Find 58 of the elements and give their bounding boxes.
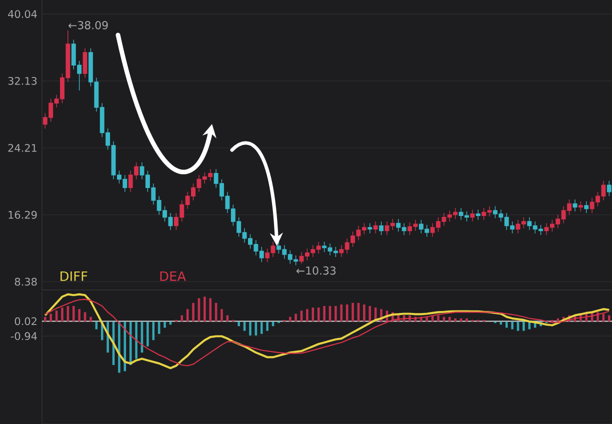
text: DEA — [160, 271, 186, 281]
bar — [72, 306, 75, 322]
candlestick — [379, 221, 384, 236]
bar — [505, 322, 508, 328]
bar — [220, 309, 223, 322]
bar — [180, 315, 184, 322]
y-tick-label: 16.29 — [8, 210, 37, 219]
bar — [95, 322, 98, 330]
bar — [602, 314, 605, 322]
bar — [260, 322, 263, 334]
bar — [146, 322, 149, 346]
bar — [238, 322, 240, 326]
candlestick — [584, 200, 589, 214]
candlestick — [470, 209, 475, 222]
candlestick — [373, 221, 378, 234]
candlestick — [578, 200, 583, 212]
candlestick — [368, 222, 372, 234]
bar — [306, 309, 308, 322]
bar — [288, 316, 292, 322]
bar — [61, 308, 64, 322]
bar — [511, 322, 514, 330]
y-tick-label: 8.38 — [14, 278, 37, 286]
bar — [135, 322, 138, 359]
bar — [426, 316, 428, 322]
bar — [448, 316, 451, 322]
bar — [294, 314, 297, 322]
bar — [164, 322, 166, 328]
bar — [249, 322, 252, 336]
bar — [352, 302, 354, 322]
bar — [608, 315, 610, 322]
bar — [90, 316, 92, 322]
candlestick — [476, 209, 480, 220]
bar — [368, 306, 372, 322]
bar — [522, 322, 525, 331]
bar — [323, 306, 326, 322]
bar — [454, 318, 456, 322]
bar — [152, 322, 155, 340]
bar — [209, 298, 212, 322]
bar — [78, 309, 80, 322]
candlestick — [572, 199, 578, 212]
y-tick-label: 40.04 — [8, 10, 37, 18]
bar — [466, 318, 468, 322]
bar — [363, 304, 366, 322]
annotation: ←10.33 — [296, 266, 336, 275]
series-label: DIFF — [60, 271, 88, 281]
y-tick-label: -0.94 — [10, 332, 37, 340]
bar — [334, 306, 337, 322]
bar — [266, 322, 268, 331]
y-tick-label: 24.21 — [8, 144, 37, 152]
bar — [44, 316, 46, 322]
bar — [204, 296, 206, 322]
bar — [192, 302, 194, 322]
candlestick — [82, 48, 88, 78]
y-tick-label: 0.02 — [14, 317, 36, 326]
y-tick-label: 32.13 — [8, 76, 37, 85]
annotation: ←38.09 — [68, 21, 108, 30]
bar — [437, 315, 440, 322]
bar — [50, 314, 52, 322]
